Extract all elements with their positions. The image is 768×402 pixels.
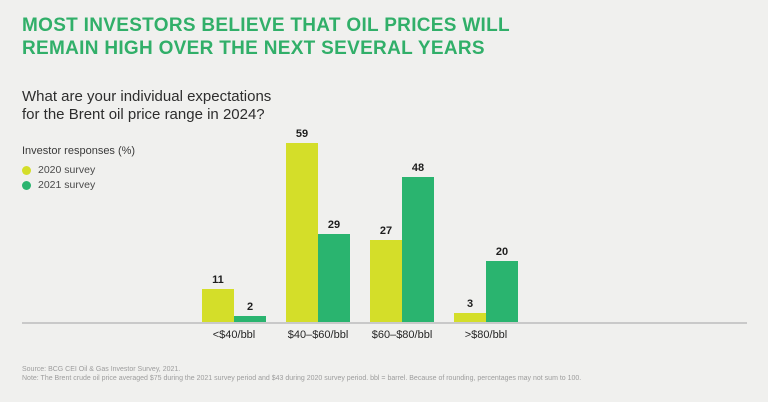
- bar-2021-0: [234, 316, 266, 322]
- legend-dot-2021-icon: [22, 180, 31, 190]
- bar-value-label-2021-3: 20: [495, 246, 509, 258]
- bar-value-label-2020-2: 27: [379, 225, 393, 237]
- bar-2021-1: [318, 234, 350, 322]
- footnote: Source: BCG CEI Oil & Gas Investor Surve…: [22, 365, 581, 383]
- bar-2021-2: [402, 177, 434, 322]
- legend-dot-2020-icon: [22, 165, 31, 175]
- slide-title: MOST INVESTORS BELIEVE THAT OIL PRICES W…: [22, 14, 510, 60]
- bar-2020-0: [202, 289, 234, 322]
- x-axis-line: [22, 322, 747, 324]
- legend-title: Investor responses (%): [22, 145, 136, 157]
- bar-value-label-2020-3: 3: [466, 298, 474, 310]
- legend-label-2021: 2021 survey: [38, 179, 96, 191]
- chart-question-line-1: What are your individual expectations: [22, 88, 272, 105]
- legend-item-2021: 2021 survey: [22, 179, 95, 191]
- bar-2020-1: [286, 143, 318, 322]
- category-label-1: $40–$60/bbl: [287, 329, 349, 341]
- bar-2020-3: [454, 313, 486, 322]
- category-label-2: $60–$80/bbl: [371, 329, 433, 341]
- bar-value-label-2020-1: 59: [295, 128, 309, 140]
- source-line: Source: BCG CEI Oil & Gas Investor Surve…: [22, 366, 181, 373]
- slide-title-line-2: REMAIN HIGH OVER THE NEXT SEVERAL YEARS: [22, 38, 485, 59]
- legend-label-2020: 2020 survey: [38, 164, 96, 176]
- category-label-3: >$80/bbl: [464, 329, 508, 341]
- bar-value-label-2020-0: 11: [212, 274, 224, 286]
- chart-question-line-2: for the Brent oil price range in 2024?: [22, 105, 265, 123]
- bar-value-label-2021-1: 29: [327, 219, 341, 231]
- legend-item-2020: 2020 survey: [22, 164, 95, 176]
- category-label-0: <$40/bbl: [212, 329, 256, 341]
- slide-title-line-1: MOST INVESTORS BELIEVE THAT OIL PRICES W…: [22, 15, 510, 36]
- bar-value-label-2021-0: 2: [246, 301, 254, 313]
- bar-value-label-2021-2: 48: [411, 162, 425, 174]
- bar-2020-2: [370, 240, 402, 322]
- bar-2021-3: [486, 261, 518, 322]
- note-line: Note: The Brent crude oil price averaged…: [22, 375, 582, 382]
- chart-question: What are your individual expectations fo…: [22, 88, 271, 123]
